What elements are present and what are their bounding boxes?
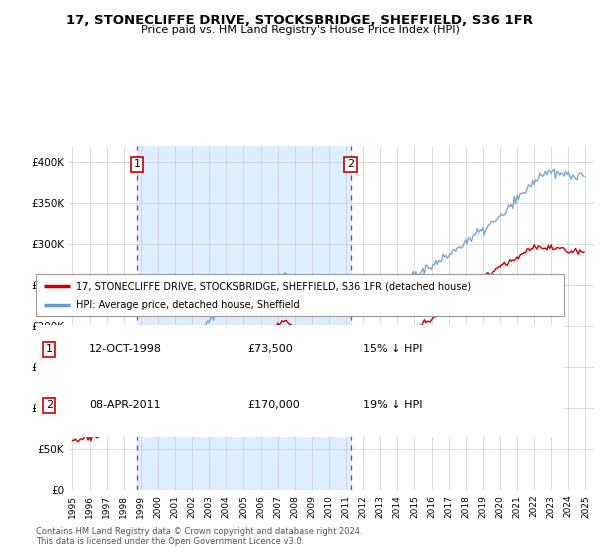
Text: Contains HM Land Registry data © Crown copyright and database right 2024.
This d: Contains HM Land Registry data © Crown c… [36,526,362,546]
Text: £73,500: £73,500 [247,344,293,354]
Text: 12-OCT-1998: 12-OCT-1998 [89,344,162,354]
Text: 15% ↓ HPI: 15% ↓ HPI [364,344,423,354]
Text: 17, STONECLIFFE DRIVE, STOCKSBRIDGE, SHEFFIELD, S36 1FR: 17, STONECLIFFE DRIVE, STOCKSBRIDGE, SHE… [67,14,533,27]
Text: Price paid vs. HM Land Registry's House Price Index (HPI): Price paid vs. HM Land Registry's House … [140,25,460,35]
Text: 2: 2 [46,400,53,410]
Text: 19% ↓ HPI: 19% ↓ HPI [364,400,423,410]
Text: 2: 2 [347,160,354,169]
Text: 08-APR-2011: 08-APR-2011 [89,400,160,410]
Text: HPI: Average price, detached house, Sheffield: HPI: Average price, detached house, Shef… [76,300,299,310]
Text: 1: 1 [134,160,140,169]
Bar [137,146,350,490]
Text: 1: 1 [46,344,53,354]
Text: £170,000: £170,000 [247,400,300,410]
Text: 17, STONECLIFFE DRIVE, STOCKSBRIDGE, SHEFFIELD, S36 1FR (detached house): 17, STONECLIFFE DRIVE, STOCKSBRIDGE, SHE… [76,281,471,291]
